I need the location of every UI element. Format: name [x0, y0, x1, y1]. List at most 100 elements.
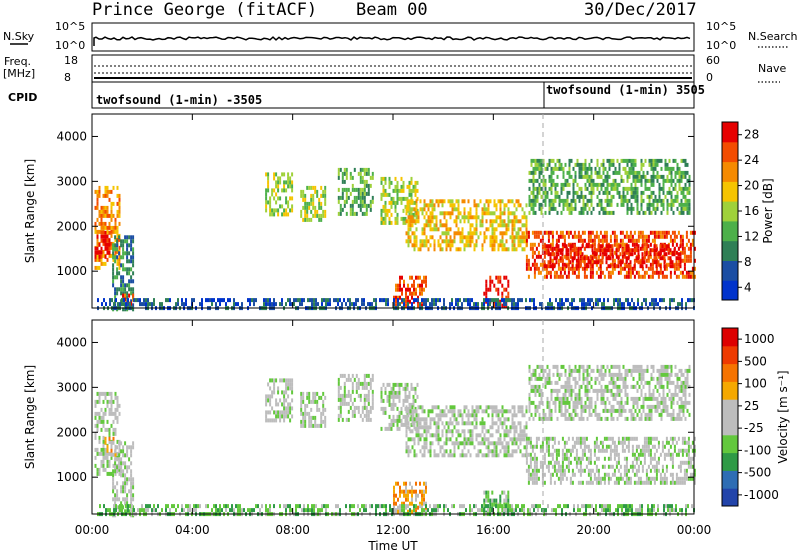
velocity-cell — [337, 385, 340, 390]
power-cell — [628, 206, 631, 211]
power-cell — [595, 262, 598, 267]
power-cell — [449, 215, 452, 220]
power-cell — [287, 184, 290, 189]
velocity-cell — [617, 460, 620, 465]
power-cell — [329, 298, 331, 303]
velocity-cell — [98, 411, 101, 416]
power-cell — [670, 178, 673, 183]
velocity-cell — [530, 376, 533, 381]
power-cell — [539, 230, 542, 235]
velocity-cell — [587, 448, 590, 453]
power-cell — [548, 210, 551, 215]
velocity-cell — [126, 481, 129, 486]
power-cell — [627, 270, 630, 275]
power-cell — [664, 194, 667, 199]
power-cell — [341, 179, 344, 184]
power-cell — [402, 216, 405, 221]
power-cell — [393, 295, 395, 300]
power-cell — [487, 298, 489, 303]
power-cell — [380, 212, 383, 217]
power-cell — [640, 182, 643, 187]
power-cell — [693, 266, 696, 271]
power-cell — [669, 302, 671, 307]
velocity-cell — [687, 448, 690, 453]
velocity-cell — [369, 381, 372, 386]
power-cell — [589, 254, 592, 259]
power-cell — [431, 203, 434, 208]
velocity-cell — [112, 481, 115, 486]
velocity-cell — [96, 423, 99, 428]
power-cell — [672, 166, 675, 171]
velocity-cell — [581, 448, 584, 453]
velocity-cell — [627, 476, 630, 481]
power-cell — [384, 176, 387, 181]
velocity-cell — [549, 460, 552, 465]
velocity-cell — [265, 402, 268, 407]
power-cell — [663, 234, 666, 239]
velocity-cell — [112, 463, 115, 468]
power-colorbar-tick-label: 16 — [744, 204, 759, 218]
power-cell — [394, 188, 397, 193]
power-cell — [525, 238, 528, 243]
power-cell — [485, 291, 488, 296]
velocity-cell — [347, 409, 350, 414]
power-cell — [662, 198, 665, 203]
power-cell — [561, 298, 563, 303]
velocity-cell — [124, 497, 127, 502]
velocity-cell — [396, 414, 399, 419]
power-cell — [549, 302, 551, 307]
power-cell — [656, 170, 659, 175]
power-cell — [639, 264, 642, 269]
power-cell — [491, 227, 494, 232]
velocity-cell — [114, 493, 117, 498]
power-cell — [96, 234, 99, 239]
power-cell — [411, 291, 413, 296]
power-cell — [307, 298, 309, 303]
power-cell — [124, 297, 127, 302]
power-cell — [453, 203, 456, 208]
velocity-cell — [539, 460, 542, 465]
velocity-cell — [114, 457, 117, 462]
power-cell — [201, 302, 203, 307]
power-cell — [299, 302, 301, 307]
velocity-cell — [357, 393, 360, 398]
power-cell — [515, 247, 518, 252]
power-y-tick-label: 1000 — [56, 264, 87, 278]
power-cell — [655, 266, 658, 271]
velocity-cell — [392, 382, 395, 387]
power-cell — [410, 192, 413, 197]
velocity-cell — [417, 425, 420, 430]
velocity-cell — [106, 403, 109, 408]
power-cell — [682, 170, 685, 175]
power-cell — [397, 283, 399, 288]
power-cell — [612, 194, 615, 199]
velocity-cell — [547, 444, 550, 449]
velocity-cell — [120, 501, 123, 506]
power-cell — [425, 203, 428, 208]
power-cell — [489, 235, 492, 240]
power-cell — [575, 234, 578, 239]
velocity-cell — [120, 473, 123, 478]
velocity-cell — [412, 386, 415, 391]
velocity-cell — [527, 464, 530, 469]
velocity-cell — [679, 468, 682, 473]
velocity-cell — [587, 468, 590, 473]
velocity-cell — [665, 464, 668, 469]
power-cell — [497, 199, 500, 204]
power-cell — [501, 291, 504, 296]
power-cell — [395, 283, 397, 288]
power-cell — [584, 162, 587, 167]
velocity-cell — [398, 398, 401, 403]
power-cell — [431, 211, 434, 216]
velocity-cell — [106, 444, 109, 449]
velocity-cell — [589, 448, 592, 453]
power-cell — [515, 231, 518, 236]
power-cell — [367, 302, 369, 307]
power-cell — [380, 176, 383, 181]
power-cell — [679, 256, 682, 261]
velocity-cell — [449, 417, 452, 422]
velocity-cell — [613, 472, 616, 477]
velocity-cell — [406, 386, 409, 391]
velocity-cell — [392, 402, 395, 407]
power-cell — [365, 191, 368, 196]
